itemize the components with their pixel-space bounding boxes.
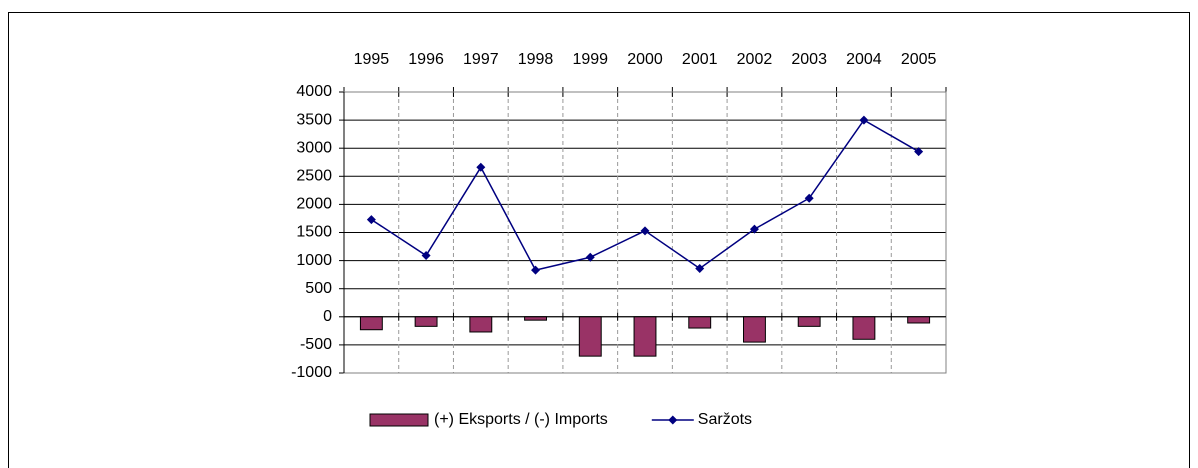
y-tick-label: 3000 — [296, 139, 332, 156]
y-tick-label: 1000 — [296, 252, 332, 269]
y-tick-label: 2000 — [296, 196, 332, 213]
x-tick-label: 2002 — [737, 51, 773, 68]
marker — [585, 252, 595, 262]
x-tick-label: 1998 — [518, 51, 554, 68]
marker — [421, 251, 431, 261]
bar — [469, 316, 493, 333]
y-tick-label: 500 — [305, 280, 332, 297]
x-tick-label: 2004 — [846, 51, 882, 68]
bar — [797, 316, 821, 327]
bar — [633, 316, 657, 357]
legend-label: Saržots — [698, 411, 752, 428]
legend-label: (+) Eksports / (-) Imports — [434, 411, 608, 428]
marker — [914, 147, 924, 157]
x-tick-label: 1997 — [463, 51, 499, 68]
x-tick-label: 2005 — [901, 51, 937, 68]
marker — [804, 193, 814, 203]
legend-swatch — [369, 413, 429, 427]
x-tick-label: 1999 — [572, 51, 608, 68]
bar — [578, 316, 602, 357]
marker — [859, 115, 869, 125]
bar — [688, 316, 712, 329]
chart-frame — [8, 12, 1190, 468]
x-tick-label: 2001 — [682, 51, 718, 68]
bar — [414, 316, 438, 327]
y-tick-label: 3500 — [296, 111, 332, 128]
marker — [695, 263, 705, 273]
x-tick-label: 1996 — [408, 51, 444, 68]
bar — [852, 316, 876, 340]
bar — [907, 316, 931, 324]
y-tick-label: -1000 — [291, 364, 332, 381]
marker — [640, 226, 650, 236]
y-tick-label: 0 — [323, 308, 332, 325]
y-tick-label: 1500 — [296, 224, 332, 241]
bar — [359, 316, 383, 331]
bar — [524, 316, 547, 321]
x-tick-label: 1995 — [354, 51, 390, 68]
y-tick-label: -500 — [300, 336, 332, 353]
marker — [366, 215, 376, 225]
legend-marker — [668, 415, 678, 425]
x-tick-label: 2000 — [627, 51, 663, 68]
y-tick-label: 2500 — [296, 168, 332, 185]
marker — [476, 162, 486, 172]
bar — [743, 316, 766, 343]
marker — [749, 224, 759, 234]
marker — [531, 265, 541, 275]
y-tick-label: 4000 — [296, 83, 332, 100]
x-tick-label: 2003 — [791, 51, 827, 68]
